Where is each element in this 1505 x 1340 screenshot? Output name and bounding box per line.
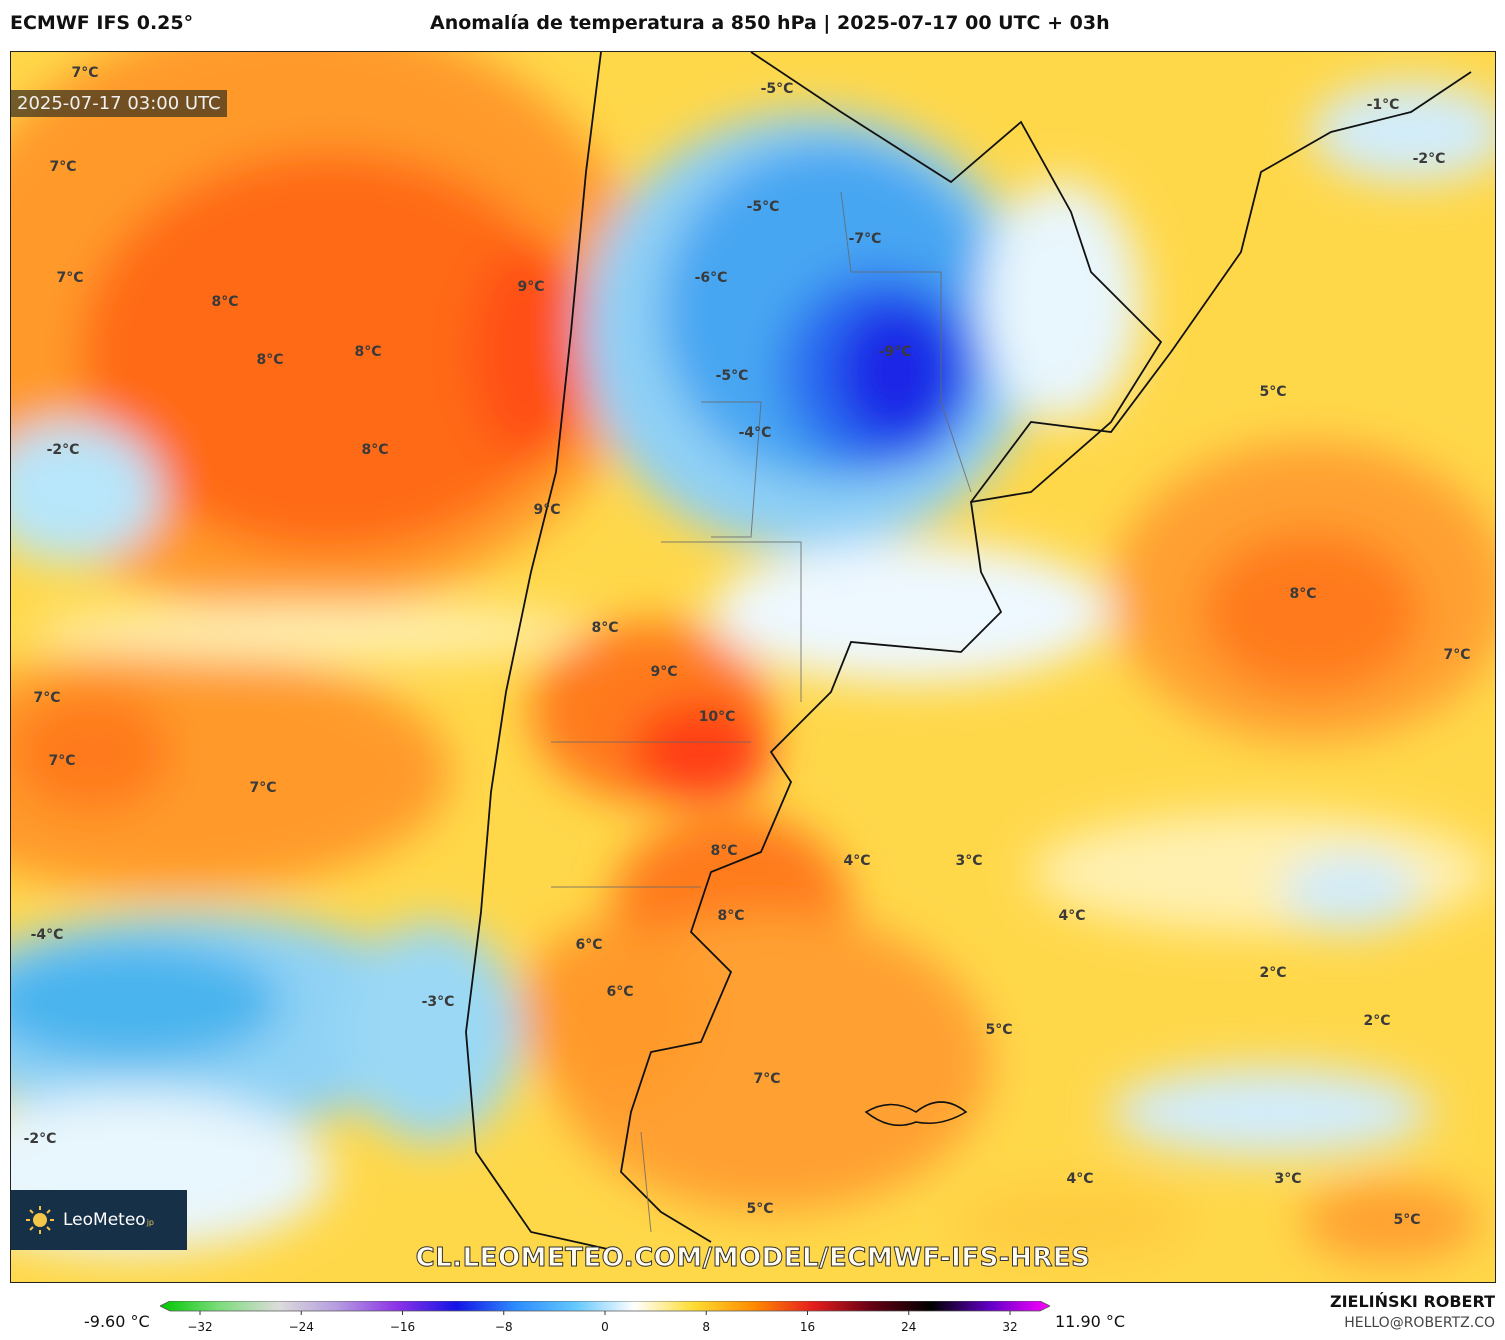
colorbar-max-value: 11.90 °C: [1055, 1312, 1126, 1331]
temperature-label: 2°C: [1259, 965, 1287, 981]
temperature-label: -2°C: [46, 442, 80, 458]
temperature-label: -5°C: [760, 81, 794, 97]
temperature-label: 8°C: [717, 908, 745, 924]
temperature-label: 3°C: [1274, 1171, 1302, 1187]
temperature-label: 5°C: [1393, 1212, 1421, 1228]
temperature-label: 10°C: [698, 709, 736, 725]
colorbar-tick-label: 16: [800, 1320, 815, 1334]
map-title: Anomalía de temperatura a 850 hPa | 2025…: [430, 12, 1110, 34]
temperature-label: 5°C: [746, 1201, 774, 1217]
author-email: HELLO@ROBERTZ.CO: [1344, 1315, 1495, 1331]
temperature-label: 7°C: [1443, 647, 1471, 663]
map-panel: 2025-07-17 03:00 UTC 7°C 7°C 7°C 8°C 8°C 8°C 9…: [10, 51, 1496, 1283]
temperature-label: 7°C: [33, 690, 61, 706]
colorbar-tick-label: 0: [601, 1320, 609, 1334]
colorbar-tick-label: −32: [187, 1320, 212, 1334]
temperature-label: -4°C: [738, 425, 772, 441]
colorbar: −32 −24 −16 −8 0 8 16 24 32: [160, 1301, 1050, 1334]
province-borders: [551, 191, 972, 1233]
temperature-label: 6°C: [606, 984, 634, 1000]
temperature-anomaly-field: [11, 52, 1495, 1282]
temperature-label: 9°C: [650, 664, 678, 680]
temperature-label: 7°C: [71, 65, 99, 81]
temperature-label: 4°C: [1058, 908, 1086, 924]
temperature-label: 4°C: [843, 853, 871, 869]
logo-text: LeoMeteojp: [63, 1210, 154, 1230]
temperature-label: 7°C: [249, 780, 277, 796]
temperature-label: 5°C: [1259, 384, 1287, 400]
temperature-label: 9°C: [517, 279, 545, 295]
temperature-label: 8°C: [354, 344, 382, 360]
temperature-label: 7°C: [48, 753, 76, 769]
coastline: [465, 52, 1472, 1253]
temperature-label: 2°C: [1363, 1013, 1391, 1029]
source-url-watermark: CL.LEOMETEO.COM/MODEL/ECMWF-IFS-HRES: [415, 1243, 1091, 1274]
temperature-label: 8°C: [256, 352, 284, 368]
temperature-label: -2°C: [1412, 151, 1446, 167]
temperature-label: 7°C: [56, 270, 84, 286]
temperature-label: 5°C: [985, 1022, 1013, 1038]
temperature-label: -2°C: [23, 1131, 57, 1147]
temperature-label: 7°C: [753, 1071, 781, 1087]
model-name: ECMWF IFS 0.25°: [10, 12, 194, 34]
author-name: ZIELIŃSKI ROBERT: [1329, 1292, 1495, 1311]
colorbar-tick-label: −16: [390, 1320, 415, 1334]
colorbar-tick-label: 32: [1002, 1320, 1017, 1334]
colorbar-tick-label: −8: [495, 1320, 513, 1334]
temperature-label: -9°C: [878, 344, 912, 360]
colorbar-tick-label: 8: [702, 1320, 710, 1334]
sun-icon: [26, 1206, 54, 1234]
colorbar-min-value: -9.60 °C: [84, 1312, 150, 1331]
colorbar-tick-label: −24: [289, 1320, 314, 1334]
temperature-label: 6°C: [575, 937, 603, 953]
temperature-label: 7°C: [49, 159, 77, 175]
temperature-label: 8°C: [211, 294, 239, 310]
temperature-label: 9°C: [533, 502, 561, 518]
temperature-label: -5°C: [746, 199, 780, 215]
temperature-label: 8°C: [1289, 586, 1317, 602]
temperature-label: 3°C: [955, 853, 983, 869]
temperature-label: -5°C: [715, 368, 749, 384]
temperature-label: 8°C: [710, 843, 738, 859]
falkland-islands: [864, 1101, 968, 1127]
valid-time-badge: 2025-07-17 03:00 UTC: [11, 90, 227, 117]
temperature-label: 8°C: [591, 620, 619, 636]
temperature-label: -6°C: [694, 270, 728, 286]
colorbar-tick-label: 24: [901, 1320, 916, 1334]
leometeo-logo[interactable]: LeoMeteojp: [11, 1190, 187, 1250]
temperature-label: -4°C: [30, 927, 64, 943]
temperature-label: 8°C: [361, 442, 389, 458]
temperature-label: -1°C: [1366, 97, 1400, 113]
temperature-label: -7°C: [848, 231, 882, 247]
temperature-label: 4°C: [1066, 1171, 1094, 1187]
temperature-label: -3°C: [421, 994, 455, 1010]
